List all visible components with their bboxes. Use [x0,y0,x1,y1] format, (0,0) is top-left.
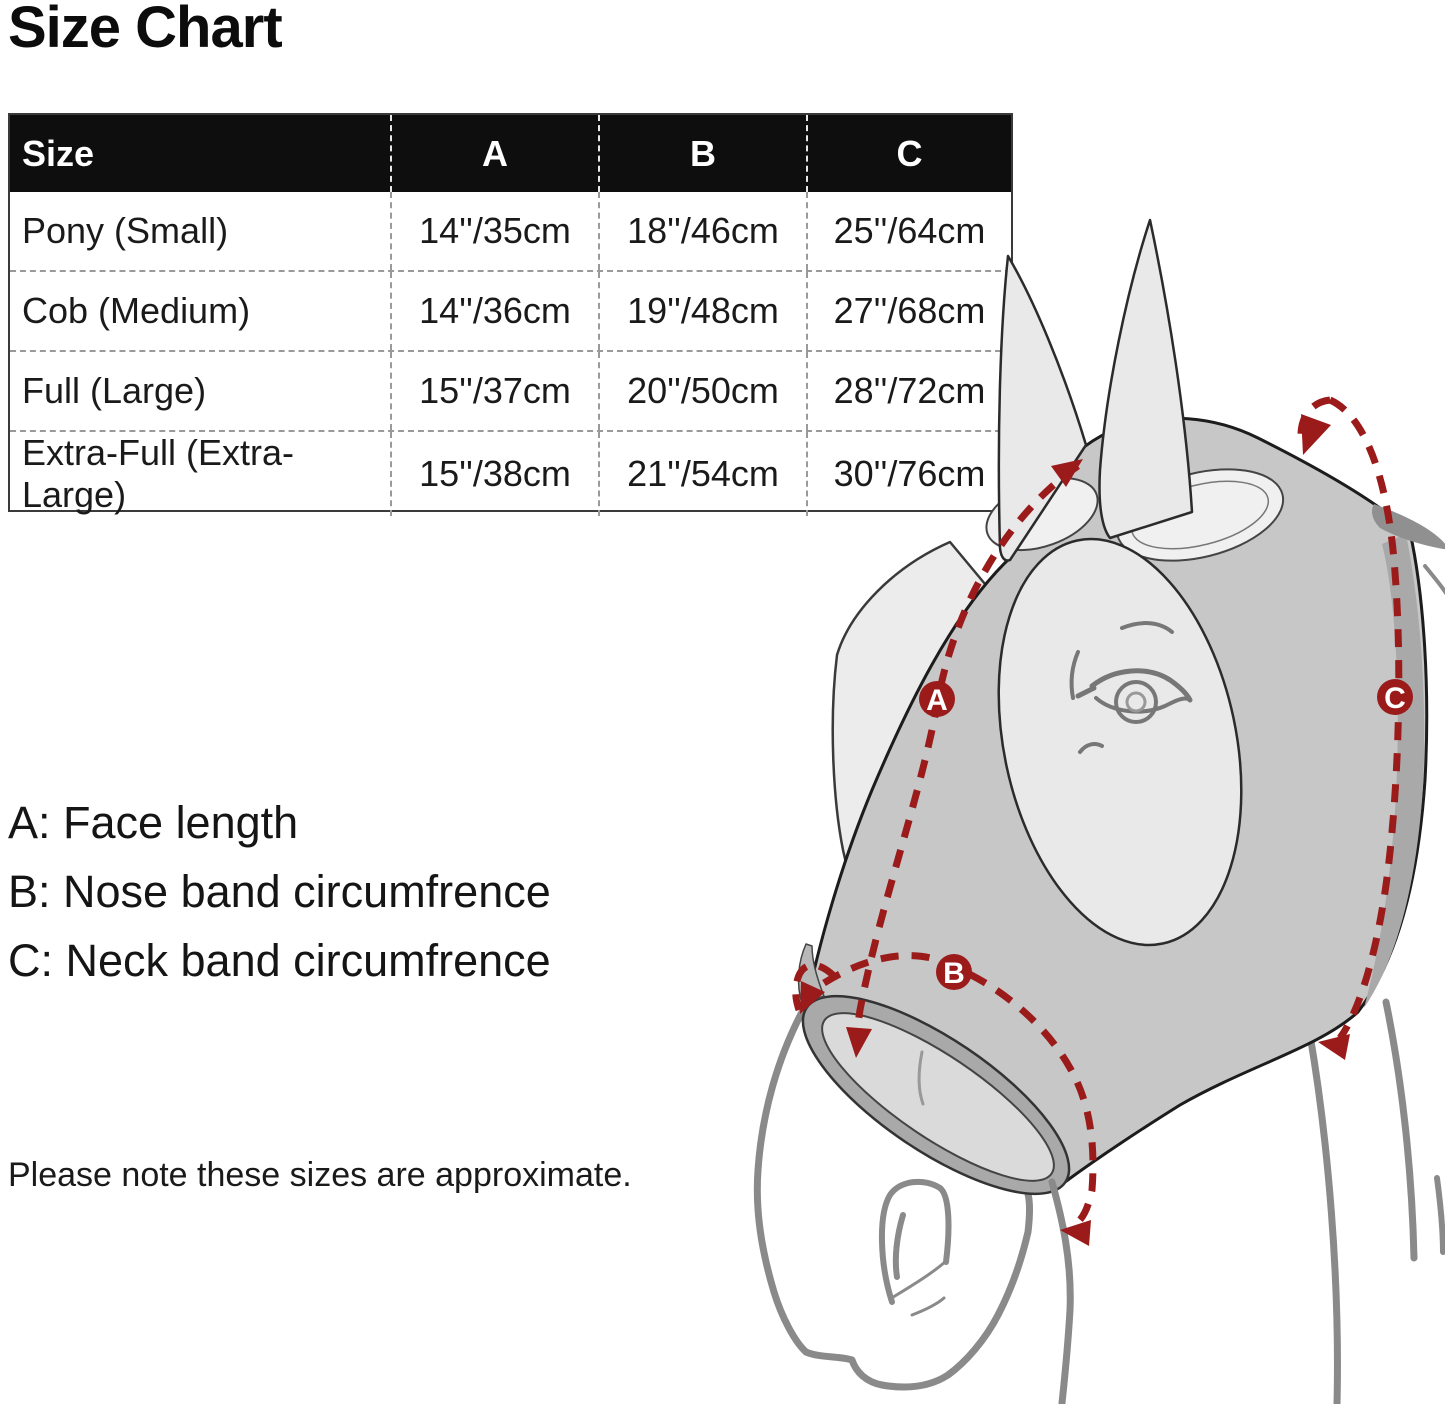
nose-band [797,943,1071,1196]
eye-panel [997,537,1243,947]
marker-a-circle [919,681,955,717]
cell-c: 25''/64cm [806,192,1011,270]
nostril-outline [878,1178,952,1305]
table-header-row: Size A B C [10,115,1011,192]
cell-b: 19''/48cm [598,272,806,350]
measurement-lines [792,396,1403,1225]
measurement-legend: A: Face length B: Nose band circumfrence… [8,788,551,995]
table-row: Full (Large) 15''/37cm 20''/50cm 28''/72… [10,350,1011,430]
measurement-line-a [854,463,1080,1025]
horse-ears [997,218,1194,562]
mane-lock [1372,504,1445,550]
eye-sketch [1069,621,1193,754]
approximate-sizes-note: Please note these sizes are approximate. [8,1156,632,1194]
page-title: Size Chart [8,0,283,60]
marker-c-circle [1377,679,1413,715]
horse-neck-lines [1306,564,1445,1404]
header-a: A [390,115,598,192]
cell-a: 14''/36cm [390,272,598,350]
arrow-c-bottom [1318,1034,1350,1060]
legend-item-a: A: Face length [8,796,299,848]
horse-throat-line [1048,1178,1074,1404]
table-row: Pony (Small) 14''/35cm 18''/46cm 25''/64… [10,192,1011,270]
arrow-b-left [800,981,825,1014]
legend-item-b: B: Nose band circumfrence [8,865,551,917]
cell-a: 15''/37cm [390,352,598,430]
measurement-line-b [822,952,1097,1225]
marker-b-circle [936,954,972,990]
cell-c: 28''/72cm [806,352,1011,430]
horse-cheek-shape [831,540,992,937]
arrow-b-bottom [1060,1220,1091,1246]
band-end-flap [797,943,825,1005]
cell-a: 15''/38cm [390,432,598,516]
cell-size: Pony (Small) [22,210,229,251]
cell-size: Extra-Full (Extra-Large) [22,432,295,515]
arrow-a-bottom [846,1027,872,1058]
cell-c: 27''/68cm [806,272,1011,350]
arrow-a-top [1051,459,1083,487]
ear-hole-rims [985,468,1285,562]
measurement-line-c-top [1297,396,1331,439]
measurement-arrowheads [800,414,1350,1246]
nostril-inner-line [892,1212,906,1280]
horse-muzzle [753,1008,1033,1391]
measurement-line-b-left-loop [792,961,837,1012]
cell-c: 30''/76cm [806,432,1011,516]
table-row: Cob (Medium) 14''/36cm 19''/48cm 27''/68… [10,270,1011,350]
cell-b: 21''/54cm [598,432,806,516]
header-b: B [598,115,806,192]
legend-item-c: C: Neck band circumfrence [8,934,551,986]
cell-a: 14''/35cm [390,192,598,270]
marker-c-label: C [1384,682,1406,715]
size-table: Size A B C Pony (Small) 14''/35cm 18''/4… [8,113,1013,516]
cell-b: 18''/46cm [598,192,806,270]
measurement-line-c [1328,396,1403,1041]
measurement-markers: A B C [919,679,1413,990]
table-row: Extra-Full (Extra-Large) 15''/38cm 21''/… [10,430,1011,516]
right-ear [1098,218,1194,540]
cell-size: Full (Large) [22,370,207,411]
cell-b: 20''/50cm [598,352,806,430]
arrow-c-top [1301,414,1331,455]
mask-strap-edge [1364,534,1425,1008]
fly-mask-shape [804,416,1429,1184]
header-c: C [806,115,1011,192]
header-size: Size [22,132,95,174]
cell-size: Cob (Medium) [22,290,251,331]
marker-a-label: A [926,684,948,717]
marker-b-label: B [943,957,965,990]
